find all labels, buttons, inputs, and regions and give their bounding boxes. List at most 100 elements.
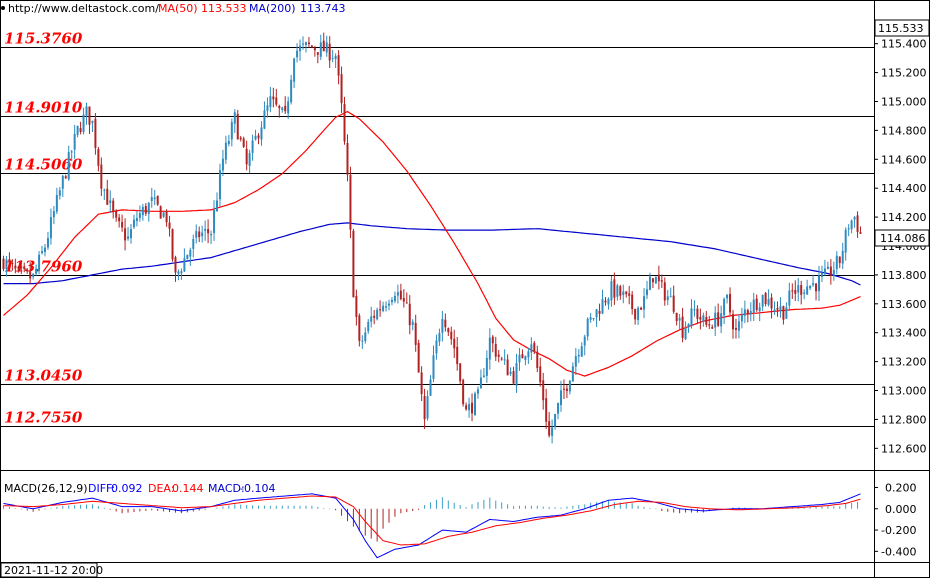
candle-body — [453, 338, 456, 349]
candle-body — [239, 137, 242, 140]
candle-body — [127, 236, 130, 239]
candle-body — [702, 315, 705, 322]
candle-body — [248, 153, 251, 166]
candle-body — [850, 220, 853, 230]
candle-body — [186, 254, 189, 260]
candle-body — [527, 351, 530, 358]
candle-body — [542, 380, 545, 401]
candle-body — [230, 122, 233, 140]
candle-body — [224, 142, 227, 160]
price-tick-label: 114.800 — [881, 124, 927, 137]
candle-body — [574, 356, 577, 367]
candle-body — [299, 45, 302, 52]
candle-body — [85, 106, 88, 116]
candle-body — [269, 96, 272, 108]
level-label: 113.0450 — [4, 367, 83, 385]
candle-body — [533, 342, 536, 352]
price-tick-label: 113.200 — [881, 356, 927, 369]
candle-body — [204, 229, 207, 231]
macd-tick-label: -0.400 — [881, 545, 916, 558]
candle-body — [408, 303, 411, 326]
candle-body — [770, 297, 773, 309]
candle-body — [325, 42, 328, 53]
candle-body — [474, 393, 476, 416]
candle-body — [752, 299, 755, 313]
level-label: 115.3760 — [4, 30, 83, 48]
candle-body — [165, 211, 168, 223]
candle-body — [723, 298, 726, 316]
top-price-box — [874, 19, 930, 37]
candle-body — [589, 317, 592, 320]
level-label: 114.9010 — [4, 99, 83, 117]
candle-body — [823, 268, 826, 275]
candle-body — [571, 366, 574, 382]
price-axis: 115.400 115.200 115.000 114.800 114.600 114.4… — [874, 38, 927, 455]
candle-body — [138, 213, 141, 218]
candle-body — [853, 217, 856, 220]
candle-body — [791, 290, 794, 292]
candle-body — [82, 114, 85, 133]
candle-body — [316, 52, 319, 55]
candle-body — [678, 318, 681, 321]
macd-label: MACD(26,12,9) — [4, 482, 88, 495]
candle-body — [5, 259, 8, 269]
candle-body — [263, 110, 266, 129]
candle-body — [438, 333, 441, 342]
candlesticks — [2, 32, 862, 444]
candle-body — [500, 358, 503, 360]
candle-body — [699, 316, 702, 320]
candle-body — [672, 295, 675, 312]
candle-body — [646, 289, 648, 296]
candle-body — [509, 371, 512, 374]
candle-body — [726, 294, 729, 299]
candle-body — [346, 142, 349, 175]
candle-body — [640, 307, 643, 310]
candle-body — [586, 318, 589, 337]
candle-body — [79, 128, 82, 132]
macd-tick-label: -0.200 — [881, 524, 916, 537]
candle-body — [488, 337, 491, 360]
candle-body — [785, 307, 788, 319]
candle-body — [631, 294, 634, 310]
candle-body — [147, 202, 150, 214]
candle-body — [675, 313, 678, 321]
candle-body — [613, 279, 616, 298]
candle-body — [681, 316, 684, 338]
candle-body — [844, 229, 847, 253]
candle-body — [58, 190, 61, 196]
bullet-icon — [1, 6, 5, 10]
candle-body — [121, 221, 124, 228]
price-tick-label: 112.600 — [881, 442, 927, 455]
candle-body — [88, 106, 91, 125]
candle-body — [44, 247, 46, 253]
candle-body — [414, 322, 417, 345]
candle-body — [367, 321, 370, 332]
candle-body — [687, 324, 690, 328]
candle-body — [690, 308, 693, 327]
candle-body — [290, 79, 293, 103]
candle-body — [162, 212, 165, 217]
candle-body — [803, 292, 806, 294]
candle-body — [156, 195, 159, 205]
candle-body — [420, 372, 423, 395]
candle-body — [734, 327, 737, 330]
candle-body — [755, 298, 758, 311]
date-box — [0, 562, 98, 578]
candle-body — [67, 152, 70, 180]
candle-body — [207, 229, 210, 234]
ma200-value: 113.743 — [300, 2, 346, 15]
price-tick-label: 112.800 — [881, 413, 927, 426]
candle-body — [242, 138, 245, 147]
candle-body — [245, 148, 248, 165]
candle-body — [227, 140, 230, 145]
candle-body — [592, 317, 595, 319]
candle-body — [669, 296, 672, 298]
candle-body — [468, 404, 471, 411]
candle-body — [402, 298, 405, 302]
candle-body — [352, 230, 355, 298]
candle-body — [192, 239, 195, 249]
candle-body — [524, 356, 527, 361]
candle-body — [684, 327, 687, 340]
candle-body — [859, 232, 862, 234]
candle-body — [124, 228, 127, 241]
